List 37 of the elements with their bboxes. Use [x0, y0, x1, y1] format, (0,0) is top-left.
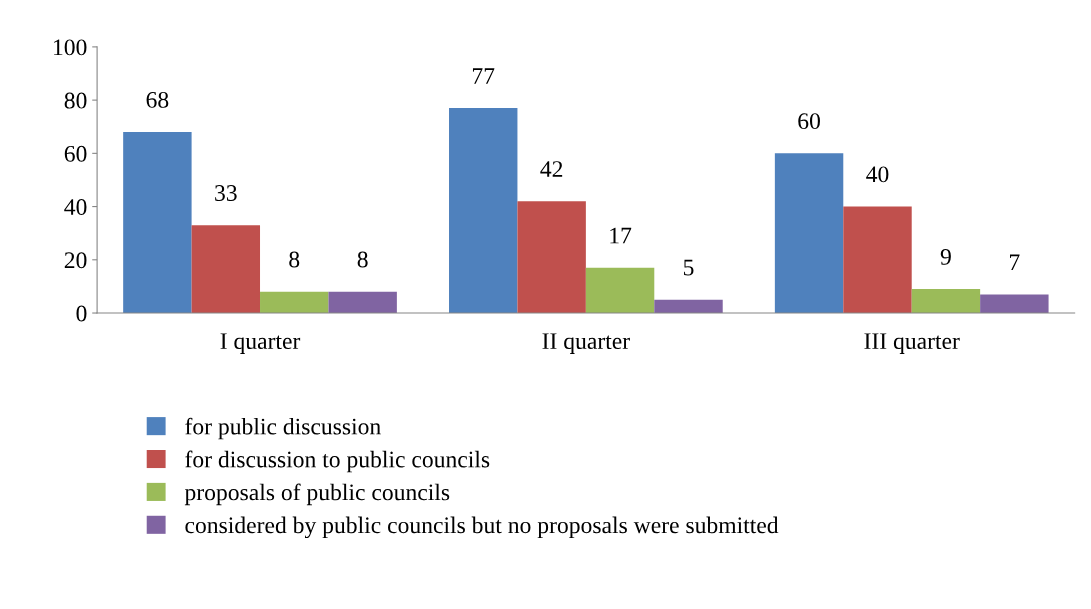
- bar: [774, 153, 844, 314]
- bar: [449, 108, 518, 314]
- bar: [260, 291, 329, 314]
- y-tick-label: 20: [64, 252, 87, 269]
- data-label: 40: [866, 166, 889, 183]
- y-tick-label: 100: [54, 39, 87, 56]
- legend-label: for discussion to public councils: [185, 450, 490, 473]
- data-label: 42: [540, 161, 563, 177]
- bar: [980, 294, 1049, 314]
- bar: [191, 225, 261, 314]
- data-label: 77: [472, 68, 495, 84]
- x-tick-label: III quarter: [864, 333, 960, 354]
- data-label: 33: [215, 185, 237, 201]
- bar: [517, 201, 586, 314]
- data-label: 7: [1010, 254, 1020, 270]
- x-tick-label: II quarter: [542, 333, 630, 354]
- bar: [911, 289, 981, 314]
- bar: [843, 206, 912, 314]
- data-label: 60: [798, 113, 820, 130]
- data-label: 68: [146, 91, 169, 108]
- bar: [585, 267, 655, 314]
- legend-label: considered by public councils but no proposals were submitted: [185, 516, 779, 539]
- data-label: 9: [940, 248, 951, 265]
- data-label: 17: [610, 227, 632, 244]
- legend-label: for public discussion: [185, 417, 381, 440]
- x-tick-label: I quarter: [220, 333, 301, 354]
- bar: [654, 299, 723, 314]
- data-label: 8: [289, 251, 300, 268]
- y-tick-label: 60: [64, 145, 87, 162]
- y-tick-label: 0: [76, 305, 87, 322]
- data-label: 5: [683, 259, 694, 276]
- data-label: 8: [357, 251, 368, 268]
- y-tick-label: 80: [64, 92, 87, 109]
- bar: [328, 291, 397, 314]
- bar: [123, 132, 192, 314]
- legend-label: proposals of public councils: [184, 483, 450, 506]
- y-tick-label: 40: [64, 199, 87, 215]
